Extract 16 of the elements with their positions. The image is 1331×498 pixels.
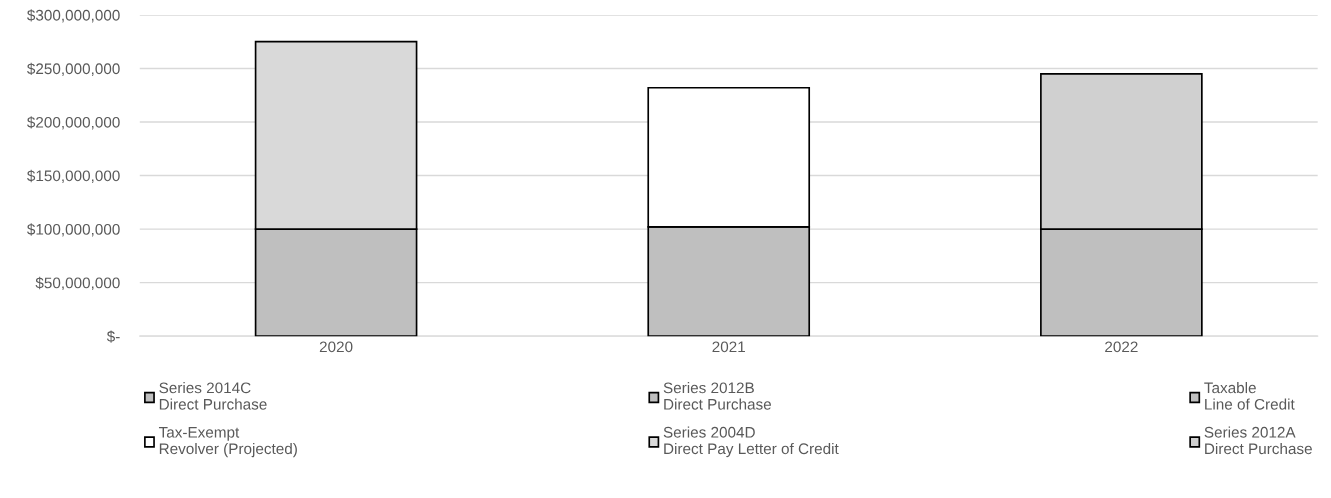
legend-label: Series 2014C Direct Purchase bbox=[159, 382, 267, 410]
x-tick-label: 2022 bbox=[1105, 341, 1138, 353]
x-tick-label: 2020 bbox=[319, 341, 353, 353]
legend-label: Series 2012B Direct Purchase bbox=[663, 382, 772, 410]
legend-label: Taxable Line of Credit bbox=[1204, 382, 1295, 410]
y-tick-label: $250,000,000 bbox=[27, 62, 120, 76]
y-tick-label: $50,000,000 bbox=[35, 276, 120, 291]
y-tick-label: $- bbox=[106, 330, 120, 343]
y-tick-label: $300,000,000 bbox=[27, 9, 120, 23]
y-tick-label: $100,000,000 bbox=[27, 223, 120, 237]
legend-label: Series 2012A Direct Purchase bbox=[1204, 426, 1312, 455]
legend-label: Tax-Exempt Revolver (Projected) bbox=[158, 427, 297, 458]
x-tick-label: 2021 bbox=[712, 341, 745, 353]
y-tick-label: $150,000,000 bbox=[27, 169, 120, 184]
y-tick-label: $200,000,000 bbox=[27, 116, 120, 130]
legend-label: Series 2004D Direct Pay Letter of Credit bbox=[663, 426, 839, 458]
